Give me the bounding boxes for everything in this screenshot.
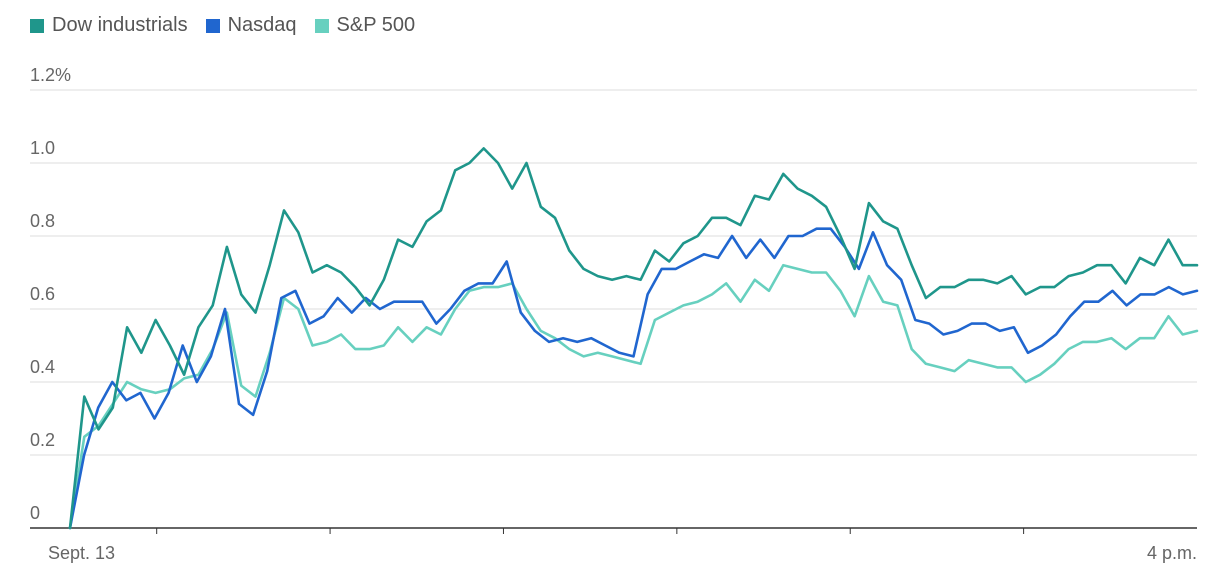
legend-item-dow: Dow industrials [30, 14, 188, 37]
y-tick-label: 0.2 [30, 430, 55, 450]
series-line-dow-industrials [68, 147, 1199, 530]
x-tick-label-end: 4 p.m. [1147, 543, 1197, 563]
y-tick-label: 0.4 [30, 357, 55, 377]
legend-swatch-sp500 [314, 18, 329, 33]
x-tick-label-start: Sept. 13 [48, 543, 115, 563]
y-tick-label: 0.6 [30, 284, 55, 304]
legend-label-sp500: S&P 500 [336, 14, 416, 36]
y-tick-label: 0.8 [30, 211, 55, 231]
legend-item-nasdaq: Nasdaq [205, 14, 297, 37]
legend-label-nasdaq: Nasdaq [227, 14, 297, 36]
legend: Dow industrials Nasdaq S&P 500 [30, 14, 415, 37]
legend-swatch-dow [30, 18, 44, 33]
y-tick-label: 1.0 [30, 138, 55, 158]
legend-label-dow: Dow industrials [52, 14, 188, 36]
legend-swatch-nasdaq [205, 18, 220, 33]
series-line-s-p-500 [68, 263, 1199, 530]
legend-item-sp500: S&P 500 [314, 14, 416, 37]
y-tick-label: 1.2% [30, 65, 71, 85]
y-tick-label: 0 [30, 503, 40, 523]
series-line-nasdaq [68, 227, 1199, 530]
